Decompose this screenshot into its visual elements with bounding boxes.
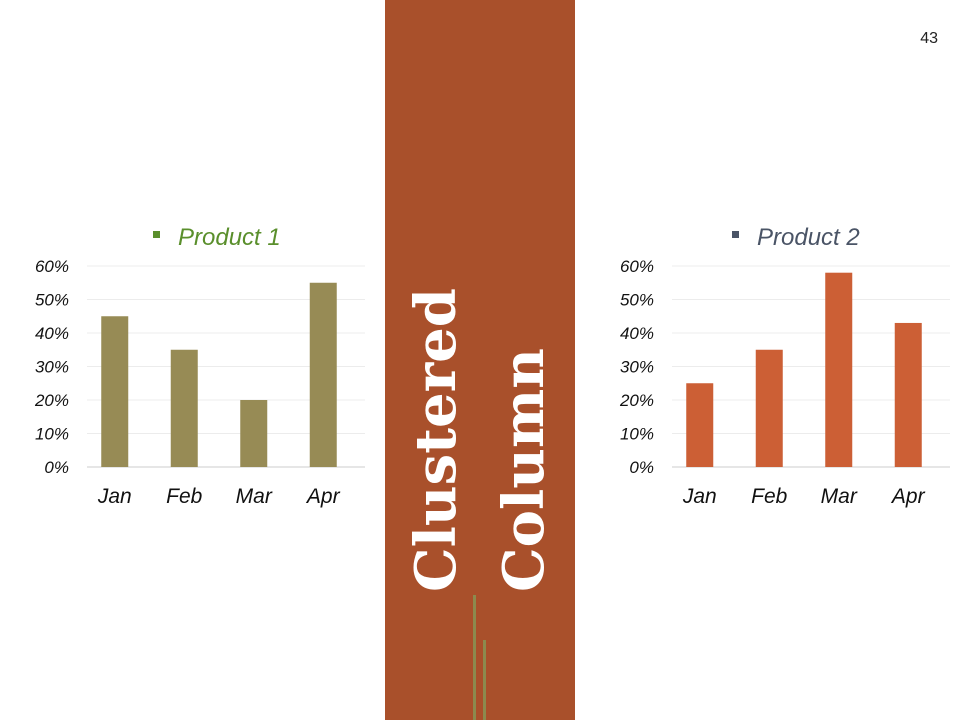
chart-product-1-svg: Product 1 0% 10% 20% 30% 40% 50% 60% Jan Feb Mar Ap… <box>34 224 365 508</box>
x-tick-label: Feb <box>751 485 788 508</box>
slide-title: Clustered Column <box>385 0 575 720</box>
y-tick-label: 30% <box>620 358 654 377</box>
x-tick-label: Mar <box>821 485 858 508</box>
page-number: 43 <box>920 30 938 47</box>
x-tick-label: Apr <box>890 485 926 508</box>
y-tick-label: 10% <box>620 425 654 444</box>
y-tick-label: 50% <box>620 291 654 310</box>
bar <box>755 349 783 467</box>
y-tick-label: 10% <box>35 425 69 444</box>
decorative-line <box>473 595 476 720</box>
bar <box>170 349 198 467</box>
bar <box>825 272 853 467</box>
y-tick-label: 40% <box>620 324 654 343</box>
slide-title-line-2: Column <box>491 348 557 592</box>
x-tick-label: Jan <box>97 485 132 508</box>
bar <box>240 400 268 467</box>
y-tick-label: 20% <box>34 391 69 410</box>
legend-marker <box>153 231 160 238</box>
bar <box>894 322 922 467</box>
y-tick-label: 20% <box>619 391 654 410</box>
bar <box>309 282 337 467</box>
bar <box>101 316 129 467</box>
legend-label: Product 2 <box>757 224 860 251</box>
chart-product-2-svg: Product 2 0% 10% 20% 30% 40% 50% 60% Jan Feb Mar Ap… <box>619 224 950 508</box>
legend: Product 1 <box>153 224 281 251</box>
decorative-line <box>483 640 486 720</box>
slide-title-line-1: Clustered <box>403 288 469 592</box>
y-tick-label: 0% <box>44 458 69 477</box>
y-tick-label: 60% <box>35 257 69 276</box>
chart-product-2: Product 2 0% 10% 20% 30% 40% 50% 60% Jan Feb Mar Ap… <box>610 220 960 520</box>
x-tick-label: Mar <box>236 485 273 508</box>
chart-product-1: Product 1 0% 10% 20% 30% 40% 50% 60% Jan Feb Mar Ap… <box>25 220 375 520</box>
bar <box>686 383 714 467</box>
y-tick-label: 60% <box>620 257 654 276</box>
x-tick-label: Apr <box>305 485 341 508</box>
x-tick-label: Feb <box>166 485 203 508</box>
y-tick-label: 0% <box>629 458 654 477</box>
y-tick-label: 30% <box>35 358 69 377</box>
x-tick-label: Jan <box>682 485 717 508</box>
legend-marker <box>732 231 739 238</box>
legend-label: Product 1 <box>178 224 281 251</box>
legend: Product 2 <box>732 224 860 251</box>
title-band: Clustered Column <box>385 0 575 720</box>
y-tick-label: 50% <box>35 291 69 310</box>
y-tick-label: 40% <box>35 324 69 343</box>
